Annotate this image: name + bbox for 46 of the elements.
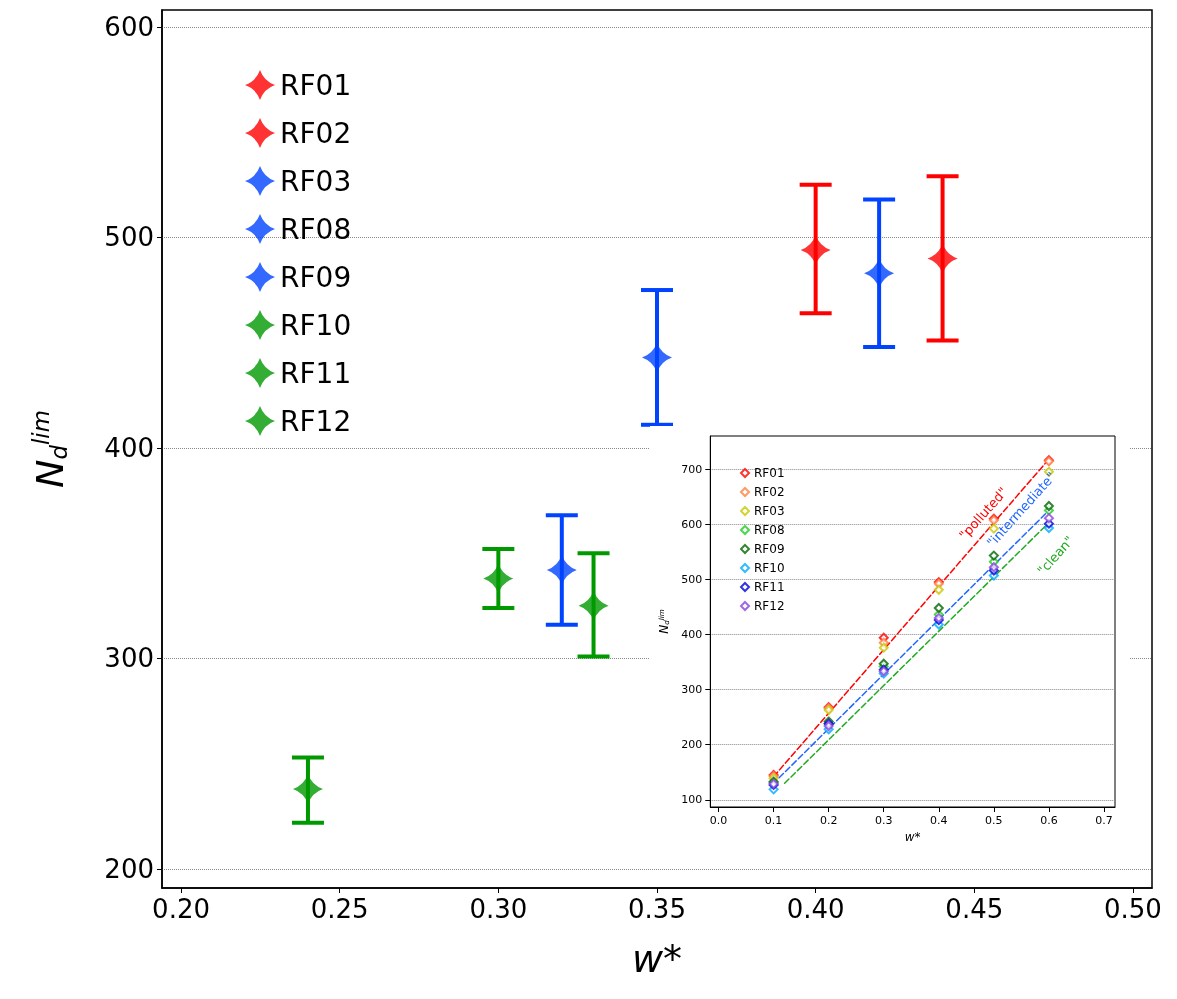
- y-tick-label: 100: [681, 793, 703, 807]
- legend-label: RF10: [280, 308, 352, 342]
- legend-label: RF08: [280, 212, 352, 246]
- x-tick-label: 0.5: [985, 814, 1003, 827]
- y-tick-label: 400: [104, 432, 154, 463]
- legend-label: RF02: [754, 485, 785, 499]
- y-tick-label: 600: [681, 517, 703, 531]
- x-tick-label: 0.0: [709, 814, 728, 827]
- x-tick-label: 0.45: [945, 894, 1004, 924]
- x-tick-label: 0.6: [1040, 814, 1058, 827]
- x-tick-label: 0.25: [310, 894, 369, 924]
- x-axis-title: w*: [631, 937, 683, 981]
- legend-label: RF08: [754, 523, 785, 537]
- y-tick-label: 600: [104, 11, 154, 42]
- legend-label: RF12: [754, 599, 785, 613]
- y-tick-label: 300: [104, 643, 154, 674]
- y-tick-label: 200: [104, 854, 154, 885]
- legend-label: RF11: [754, 580, 785, 594]
- legend-label: RF12: [280, 404, 352, 438]
- x-tick-label: 0.20: [152, 894, 210, 924]
- legend-label: RF11: [280, 356, 352, 390]
- x-tick-label: 0.4: [930, 814, 948, 827]
- legend-label: RF03: [280, 164, 352, 198]
- y-tick-label: 700: [681, 462, 703, 476]
- x-axis-title: w*: [904, 829, 921, 844]
- legend-label: RF09: [280, 260, 352, 294]
- y-tick-label: 200: [681, 738, 703, 752]
- x-tick-label: 0.40: [786, 894, 845, 924]
- y-tick-label: 300: [681, 683, 703, 697]
- legend-label: RF01: [754, 466, 785, 480]
- x-tick-label: 0.3: [874, 814, 893, 827]
- legend-label: RF10: [754, 561, 785, 575]
- legend-label: RF01: [280, 68, 352, 102]
- x-tick-label: 0.1: [764, 814, 783, 827]
- legend-label: RF02: [280, 116, 352, 150]
- legend-label: RF09: [754, 542, 785, 556]
- x-tick-label: 0.50: [1104, 894, 1162, 924]
- x-tick-label: 0.2: [819, 814, 838, 827]
- y-tick-label: 500: [681, 572, 703, 586]
- x-tick-label: 0.30: [469, 894, 528, 924]
- y-tick-label: 400: [681, 627, 703, 641]
- x-tick-label: 0.35: [628, 894, 686, 924]
- x-tick-label: 0.7: [1095, 814, 1113, 827]
- legend-label: RF03: [754, 504, 785, 518]
- y-axis-title: Ndlim: [27, 410, 72, 488]
- y-tick-label: 500: [104, 222, 154, 253]
